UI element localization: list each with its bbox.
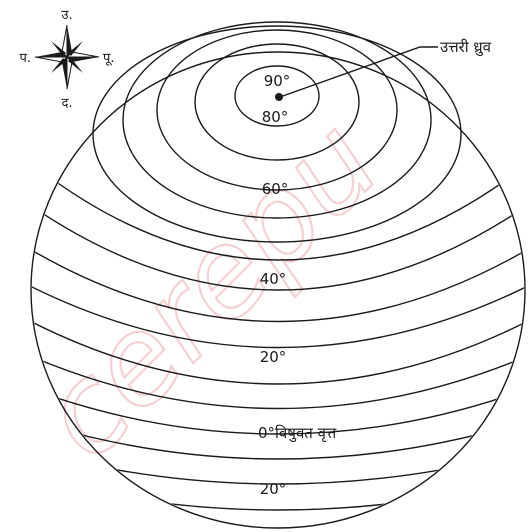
pole-pointer-line [279, 46, 438, 98]
parallel-10 [32, 354, 524, 410]
compass-west-label: प. [19, 51, 31, 66]
compass-south-label: द. [61, 96, 72, 111]
parallel-minus-10 [32, 419, 524, 460]
parallel-50 [39, 169, 521, 261]
latitude-ring-90 [234, 65, 320, 127]
compass-east-label: पू. [103, 51, 115, 66]
label-lat-20: 20° [260, 348, 287, 366]
label-equator: 0°विषुवत वृत्त [258, 424, 337, 443]
parallel-0 [32, 387, 524, 435]
watermark: cerepu [14, 94, 406, 486]
label-lat-60: 60° [262, 180, 289, 198]
latitude-ring-70 [156, 29, 398, 191]
parallel-lines [32, 169, 524, 511]
north-pole-dot [275, 93, 283, 101]
polar-rings [92, 21, 462, 243]
latitude-ring-55 [92, 25, 462, 243]
label-lat-40: 40° [260, 270, 287, 288]
north-pole-label: उत्तरी ध्रुव [440, 38, 492, 57]
compass-star-icon [34, 24, 100, 90]
compass-north-label: उ. [61, 8, 72, 23]
compass-rose: उ. द. पू. प. [19, 8, 114, 111]
parallel-20 [32, 319, 524, 385]
label-lat-90: 90° [264, 72, 291, 90]
parallel-40 [32, 247, 524, 323]
globe-outline [30, 51, 526, 529]
latitude-ring-60 [122, 21, 432, 219]
label-lat-80: 80° [262, 108, 289, 126]
latitude-ring-80 [194, 43, 360, 161]
label-lat-20-south: 20° [260, 480, 287, 498]
parallel-45 [32, 204, 524, 291]
parallel-30 [32, 284, 524, 349]
